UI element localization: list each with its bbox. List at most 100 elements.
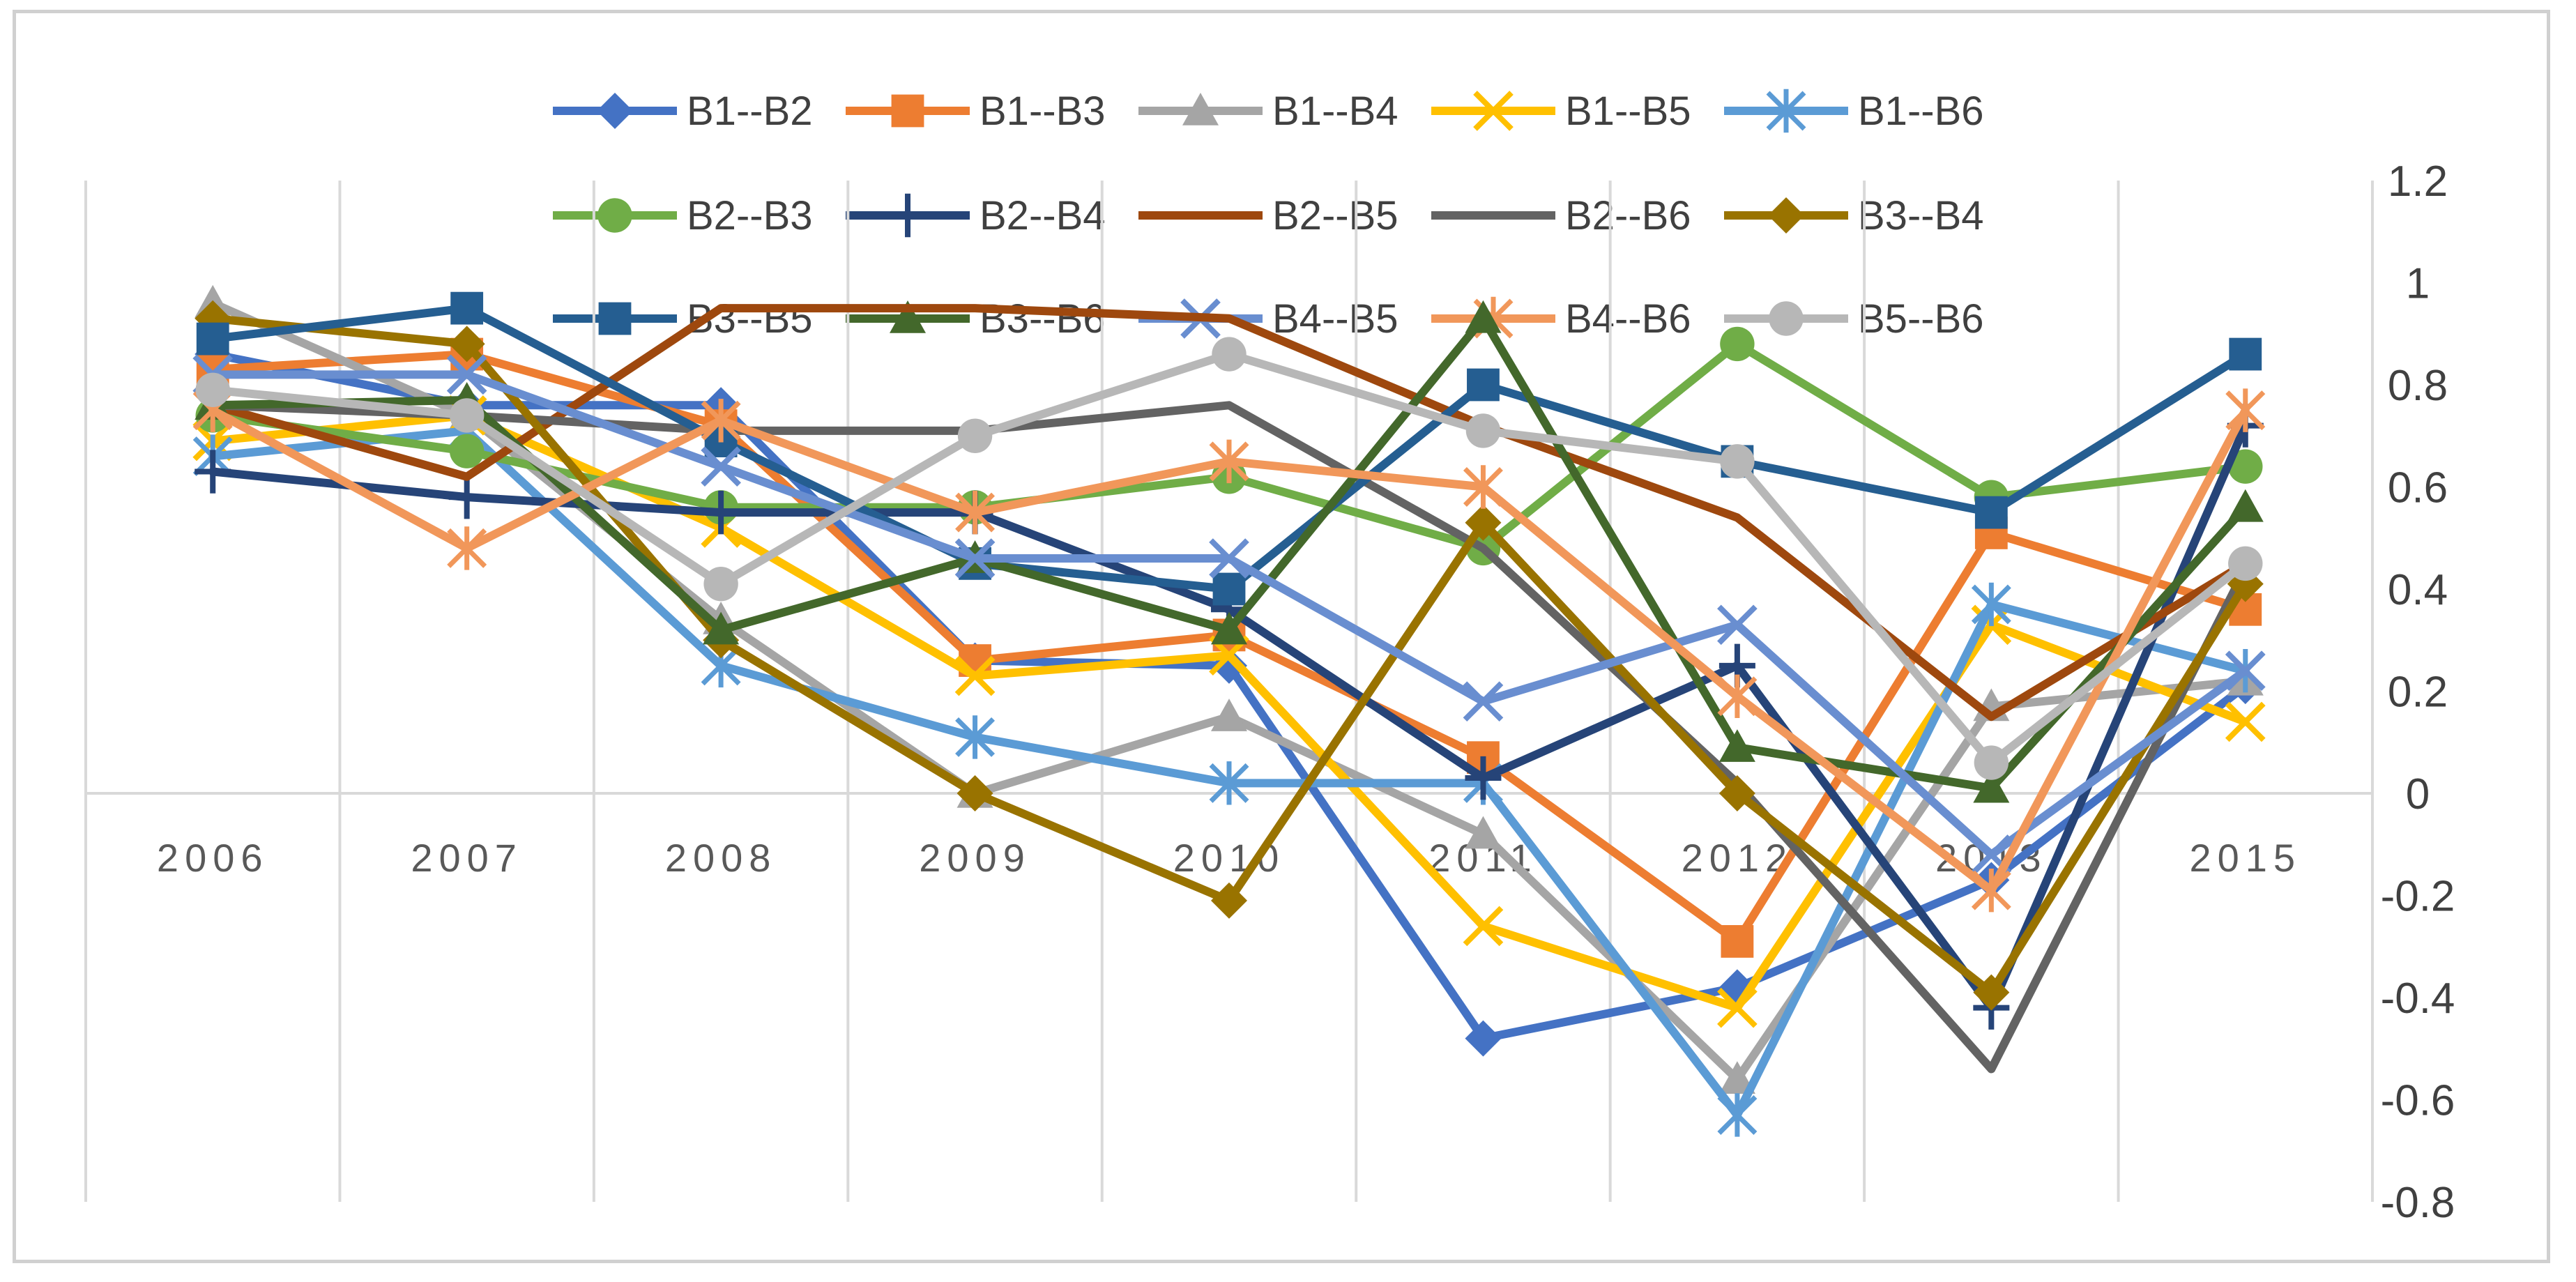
legend-label: B1--B2	[687, 89, 813, 134]
y-tick-label: 0.2	[2388, 669, 2448, 717]
data-point-marker	[957, 418, 993, 453]
y-tick-label: 0	[2406, 770, 2430, 818]
legend-label: B1--B6	[1858, 89, 1984, 134]
legend-label: B3--B4	[1858, 193, 1984, 238]
y-tick-label: 1.2	[2388, 158, 2448, 206]
data-point-marker	[446, 354, 487, 395]
data-point-marker	[701, 446, 741, 487]
data-point-marker	[957, 775, 993, 811]
legend-item-b3-b4: B3--B4	[1724, 193, 1984, 238]
data-point-marker	[954, 538, 996, 579]
data-point-marker	[890, 193, 926, 238]
data-point-marker	[2229, 337, 2262, 371]
data-point-marker	[1463, 906, 1504, 947]
data-point-marker	[1467, 368, 1500, 402]
data-point-marker	[2228, 449, 2263, 484]
data-point-marker	[1465, 816, 1502, 849]
data-point-marker	[196, 322, 229, 356]
data-point-marker	[1721, 925, 1754, 958]
data-point-marker	[1973, 974, 2010, 1011]
data-point-marker	[1465, 504, 1502, 541]
legend: B1--B2 B1--B3 B1--B4 B1--B5 B1--B6 B2--B3 B2--…	[553, 89, 1984, 342]
y-axis: 1.2 1 0.8 0.6 0.4 0.2 0 -0.2 -0.4 -0.6 -0.8	[2381, 158, 2455, 1227]
data-point-marker	[1717, 674, 1758, 719]
x-tick-label: 2009	[919, 836, 1031, 880]
data-point-marker	[1974, 496, 2008, 529]
y-tick-label: -0.2	[2381, 873, 2455, 921]
data-point-marker	[955, 490, 996, 535]
data-point-marker	[1718, 775, 1755, 811]
data-point-marker	[703, 611, 740, 645]
data-point-marker	[1209, 538, 1249, 579]
y-tick-label: -0.6	[2381, 1077, 2455, 1125]
data-point-marker	[2227, 489, 2264, 522]
y-tick-label: 0.8	[2388, 362, 2448, 410]
legend-item-b2-b6: B2--B6	[1431, 193, 1691, 238]
x-tick-label: 2015	[2189, 836, 2301, 880]
legend-label: B5--B6	[1858, 296, 1984, 342]
data-point-marker	[195, 450, 231, 494]
data-point-marker	[1209, 439, 1249, 484]
data-point-marker	[1212, 572, 1246, 606]
legend-label: B1--B4	[1272, 89, 1398, 134]
data-point-marker	[955, 715, 996, 759]
legend-label: B4--B5	[1272, 296, 1398, 342]
data-point-marker	[1211, 882, 1247, 919]
data-point-marker	[703, 566, 738, 602]
y-tick-label: 1	[2406, 260, 2430, 308]
legend-label: B2--B5	[1272, 193, 1398, 238]
data-point-marker	[1211, 699, 1247, 731]
data-point-marker	[450, 291, 484, 325]
legend-item-b1-b3: B1--B3	[846, 89, 1106, 134]
legend-item-b2-b3: B2--B3	[553, 193, 813, 238]
data-point-marker	[1182, 93, 1219, 125]
data-point-marker	[954, 655, 996, 696]
data-point-marker	[1720, 326, 1755, 362]
data-point-marker	[1463, 465, 1503, 509]
data-point-marker	[2225, 701, 2266, 742]
legend-item-b1-b5: B1--B5	[1431, 89, 1691, 134]
data-point-marker	[1720, 444, 1755, 479]
data-point-marker	[1465, 300, 1502, 333]
legend-item-b1-b6: B1--B6	[1724, 89, 1984, 134]
data-point-marker	[598, 302, 632, 335]
legend-item-b4-b6: B4--B6	[1431, 296, 1691, 342]
data-point-marker	[1212, 337, 1247, 372]
data-point-marker	[1768, 197, 1804, 234]
data-point-marker	[703, 490, 740, 535]
data-point-marker	[597, 93, 633, 129]
legend-label: B2--B3	[687, 193, 813, 238]
series-group	[192, 284, 2266, 1137]
line-chart: B1--B2 B1--B3 B1--B4 B1--B5 B1--B6 B2--B3 B2--…	[84, 89, 2455, 1227]
x-tick-label: 2007	[411, 836, 523, 880]
data-point-marker	[890, 300, 926, 333]
data-point-marker	[1717, 987, 1758, 1028]
data-point-marker	[1974, 745, 2009, 780]
data-point-marker	[701, 399, 741, 443]
data-point-marker	[1971, 582, 2011, 627]
data-point-marker	[1465, 1020, 1502, 1057]
legend-label: B2--B6	[1565, 193, 1691, 238]
y-tick-label: 0.4	[2388, 566, 2448, 614]
legend-label: B1--B5	[1565, 89, 1691, 134]
y-tick-label: -0.4	[2381, 975, 2455, 1023]
legend-item-b5-b6: B5--B6	[1724, 296, 1984, 342]
data-point-marker	[891, 94, 924, 128]
y-tick-label: 0.6	[2388, 464, 2448, 512]
data-point-marker	[448, 326, 485, 363]
data-point-marker	[1718, 1061, 1755, 1094]
legend-label: B2--B4	[980, 193, 1106, 238]
data-point-marker	[195, 372, 230, 408]
series-b5-b6	[195, 337, 2263, 780]
data-point-marker	[1465, 413, 1501, 448]
data-point-marker	[449, 398, 485, 433]
series-b4-b6	[192, 388, 2266, 913]
chart-frame: B1--B2 B1--B3 B1--B4 B1--B5 B1--B6 B2--B3 B2--…	[13, 10, 2550, 1263]
series-line-b2-b6	[208, 401, 2250, 1074]
series-b2-b6	[208, 401, 2250, 1074]
legend-item-b3-b6: B3--B6	[846, 296, 1106, 342]
data-point-marker	[1717, 604, 1758, 646]
data-point-marker	[2228, 546, 2263, 581]
data-point-marker	[1463, 681, 1504, 722]
legend-label: B4--B6	[1565, 296, 1691, 342]
